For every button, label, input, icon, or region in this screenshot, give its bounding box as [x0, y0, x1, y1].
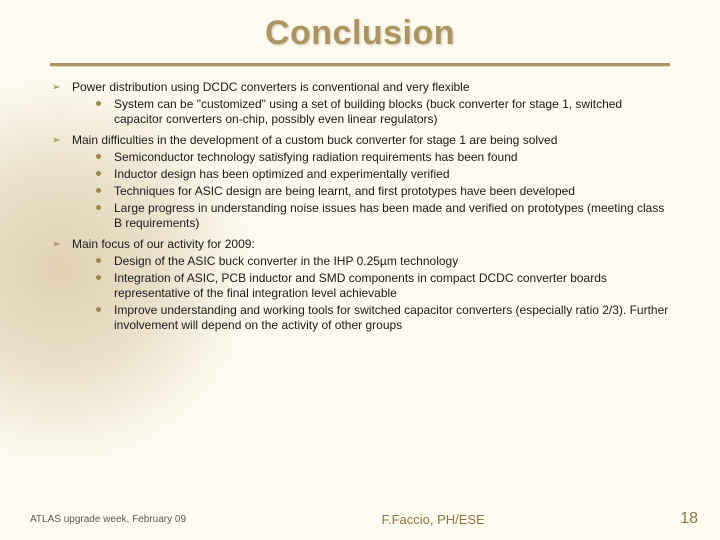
dot-icon — [96, 154, 101, 159]
sub-text: Large progress in understanding noise is… — [114, 201, 664, 230]
sub-text: Improve understanding and working tools … — [114, 303, 668, 332]
bullet-item: ➢ Power distribution using DCDC converte… — [72, 80, 670, 127]
sub-bullet: Large progress in understanding noise is… — [96, 201, 670, 231]
sub-bullet: Design of the ASIC buck converter in the… — [96, 254, 670, 269]
arrow-icon: ➢ — [52, 82, 60, 95]
slide-number: 18 — [680, 510, 698, 528]
dot-icon — [96, 205, 101, 210]
dot-icon — [96, 307, 101, 312]
dot-icon — [96, 275, 101, 280]
title-rule — [50, 63, 670, 66]
sub-text: System can be "customized" using a set o… — [114, 97, 622, 126]
bullet-item: ➢ Main difficulties in the development o… — [72, 133, 670, 231]
sub-bullet: Integration of ASIC, PCB inductor and SM… — [96, 271, 670, 301]
arrow-icon: ➢ — [52, 135, 60, 148]
sub-text: Design of the ASIC buck converter in the… — [114, 254, 458, 268]
sub-bullet: Semiconductor technology satisfying radi… — [96, 150, 670, 165]
sub-list: Semiconductor technology satisfying radi… — [96, 150, 670, 231]
sub-text: Semiconductor technology satisfying radi… — [114, 150, 518, 164]
sub-list: System can be "customized" using a set o… — [96, 97, 670, 127]
bullet-text: Main difficulties in the development of … — [72, 133, 557, 147]
sub-bullet: System can be "customized" using a set o… — [96, 97, 670, 127]
slide-content: ➢ Power distribution using DCDC converte… — [72, 80, 670, 333]
sub-text: Inductor design has been optimized and e… — [114, 167, 450, 181]
footer-center: F.Faccio, PH/ESE — [381, 512, 484, 527]
bullet-text: Power distribution using DCDC converters… — [72, 80, 470, 94]
sub-list: Design of the ASIC buck converter in the… — [96, 254, 670, 333]
arrow-icon: ➢ — [52, 239, 60, 252]
sub-text: Integration of ASIC, PCB inductor and SM… — [114, 271, 607, 300]
sub-text: Techniques for ASIC design are being lea… — [114, 184, 575, 198]
bullet-item: ➢ Main focus of our activity for 2009: D… — [72, 237, 670, 333]
slide-title: Conclusion — [0, 0, 720, 53]
bullet-text: Main focus of our activity for 2009: — [72, 237, 255, 251]
sub-bullet: Improve understanding and working tools … — [96, 303, 670, 333]
dot-icon — [96, 188, 101, 193]
footer: ATLAS upgrade week, February 09 F.Faccio… — [0, 510, 720, 528]
footer-left: ATLAS upgrade week, February 09 — [30, 514, 186, 525]
sub-bullet: Inductor design has been optimized and e… — [96, 167, 670, 182]
dot-icon — [96, 171, 101, 176]
sub-bullet: Techniques for ASIC design are being lea… — [96, 184, 670, 199]
dot-icon — [96, 101, 101, 106]
dot-icon — [96, 258, 101, 263]
